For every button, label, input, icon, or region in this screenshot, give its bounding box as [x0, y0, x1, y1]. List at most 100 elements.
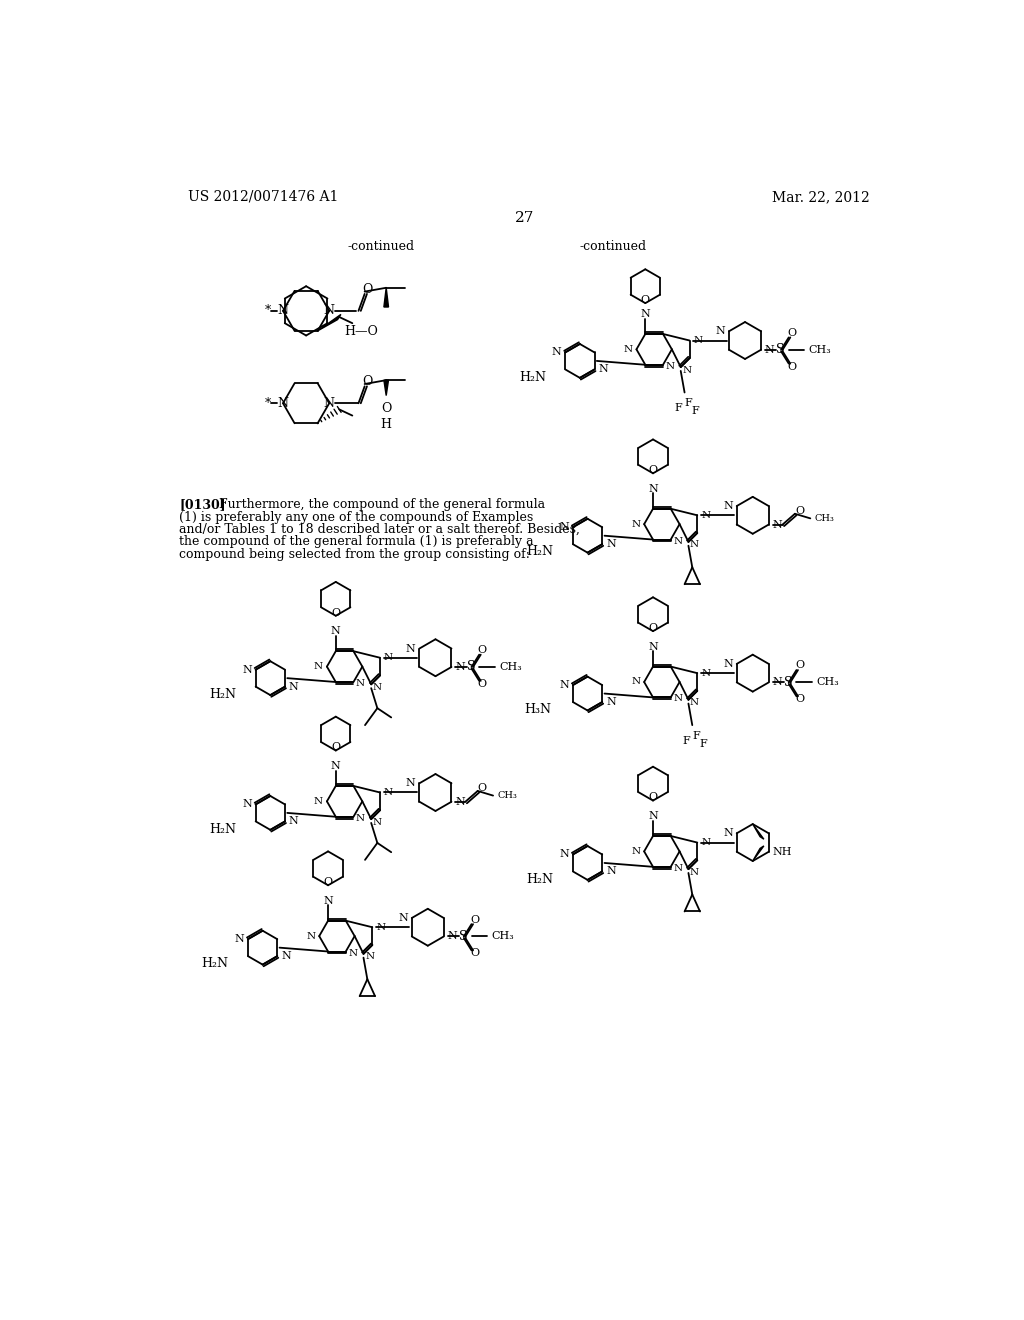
Text: N: N — [701, 511, 711, 520]
Text: H₂N: H₂N — [526, 545, 554, 558]
Text: N: N — [772, 520, 782, 529]
Text: N: N — [559, 523, 569, 532]
Text: NH: NH — [772, 847, 793, 857]
Text: F: F — [691, 407, 699, 416]
Text: *: * — [264, 397, 270, 409]
Text: N: N — [624, 345, 633, 354]
Text: N: N — [282, 952, 291, 961]
Text: H: H — [381, 417, 392, 430]
Text: F: F — [692, 731, 700, 741]
Text: O: O — [331, 607, 340, 618]
Text: O: O — [795, 660, 804, 671]
Text: O: O — [362, 375, 373, 388]
Text: N: N — [690, 867, 699, 876]
Text: [0130]: [0130] — [179, 499, 225, 511]
Text: N: N — [355, 814, 365, 822]
Text: N: N — [690, 698, 699, 708]
Text: N: N — [552, 347, 561, 358]
Text: CH₃: CH₃ — [815, 513, 835, 523]
Text: compound being selected from the group consisting of:: compound being selected from the group c… — [179, 548, 530, 561]
Text: N: N — [701, 669, 711, 677]
Text: F: F — [699, 739, 707, 748]
Text: N: N — [723, 829, 733, 838]
Text: N: N — [648, 483, 657, 494]
Text: *: * — [264, 305, 270, 317]
Text: H₂N: H₂N — [526, 873, 554, 886]
Text: US 2012/0071476 A1: US 2012/0071476 A1 — [188, 190, 339, 203]
Text: N: N — [373, 682, 382, 692]
Text: the compound of the general formula (1) is preferably a: the compound of the general formula (1) … — [179, 536, 534, 548]
Text: F: F — [682, 735, 690, 746]
Polygon shape — [384, 380, 388, 396]
Text: S: S — [776, 343, 785, 356]
Text: N: N — [723, 502, 733, 511]
Text: N: N — [631, 847, 640, 855]
Text: N: N — [606, 539, 615, 549]
Text: N: N — [314, 797, 323, 805]
Text: H—O: H—O — [344, 325, 378, 338]
Text: N: N — [278, 397, 289, 409]
Text: N: N — [673, 694, 682, 704]
Text: and/or Tables 1 to 18 described later or a salt thereof. Besides,: and/or Tables 1 to 18 described later or… — [179, 523, 580, 536]
Text: N: N — [376, 923, 385, 932]
Text: N: N — [324, 305, 335, 317]
Text: N: N — [331, 626, 341, 636]
Text: H₂N: H₂N — [209, 688, 237, 701]
Text: N: N — [456, 663, 465, 672]
Text: N: N — [723, 659, 733, 669]
Text: N: N — [373, 817, 382, 826]
Text: O: O — [478, 678, 486, 689]
Text: H₂N: H₂N — [519, 371, 546, 384]
Text: N: N — [306, 932, 315, 941]
Text: O: O — [641, 296, 650, 305]
Polygon shape — [753, 846, 764, 861]
Text: N: N — [365, 953, 374, 961]
Text: S: S — [784, 676, 793, 689]
Text: N: N — [598, 364, 608, 375]
Text: N: N — [331, 760, 341, 771]
Text: O: O — [795, 506, 804, 516]
Text: N: N — [324, 397, 335, 409]
Text: N: N — [289, 816, 299, 826]
Text: N: N — [242, 665, 252, 675]
Text: O: O — [331, 742, 340, 752]
Text: N: N — [606, 697, 615, 708]
Text: N: N — [648, 810, 657, 821]
Text: F: F — [675, 403, 682, 413]
Text: N: N — [631, 677, 640, 686]
Polygon shape — [384, 288, 388, 308]
Text: CH₃: CH₃ — [500, 663, 522, 672]
Text: O: O — [787, 362, 797, 372]
Text: N: N — [324, 896, 333, 906]
Text: (1) is preferably any one of the compounds of Examples: (1) is preferably any one of the compoun… — [179, 511, 534, 524]
Text: S: S — [467, 660, 475, 673]
Text: N: N — [289, 681, 299, 692]
Text: Mar. 22, 2012: Mar. 22, 2012 — [772, 190, 869, 203]
Text: N: N — [355, 678, 365, 688]
Text: F: F — [685, 399, 692, 408]
Text: O: O — [381, 403, 391, 416]
Text: O: O — [362, 282, 373, 296]
Text: O: O — [795, 694, 804, 705]
Text: O: O — [648, 465, 657, 475]
Polygon shape — [753, 824, 764, 840]
Text: N: N — [242, 800, 252, 809]
Text: N: N — [559, 850, 569, 859]
Text: N: N — [314, 663, 323, 671]
Text: N: N — [456, 797, 465, 807]
Text: N: N — [666, 362, 675, 371]
Text: O: O — [648, 792, 657, 803]
Text: N: N — [640, 309, 650, 319]
Text: N: N — [682, 366, 691, 375]
Text: O: O — [470, 915, 479, 924]
Text: N: N — [406, 779, 416, 788]
Text: N: N — [772, 677, 782, 688]
Text: O: O — [478, 783, 486, 793]
Text: N: N — [348, 949, 357, 957]
Text: -continued: -continued — [348, 240, 415, 253]
Text: N: N — [234, 935, 244, 944]
Polygon shape — [317, 314, 341, 331]
Text: CH₃: CH₃ — [816, 677, 840, 688]
Text: H₂N: H₂N — [209, 822, 237, 836]
Text: N: N — [690, 540, 699, 549]
